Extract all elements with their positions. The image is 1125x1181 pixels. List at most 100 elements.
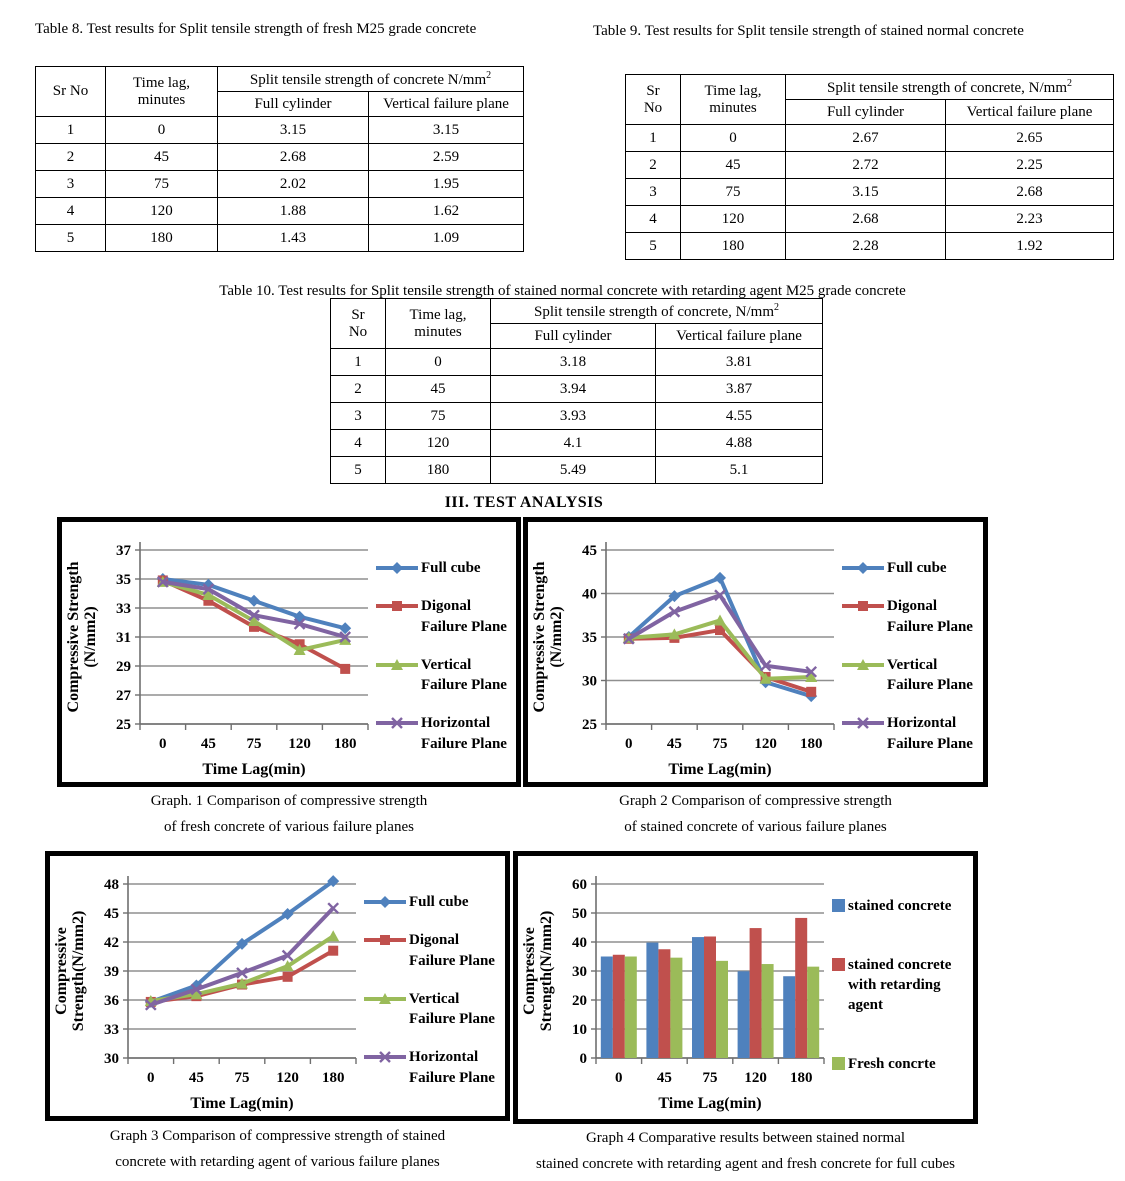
col-header-verticalplane: Vertical failure plane — [654, 323, 824, 349]
legend-item: Horizontal Failure Plane — [364, 1047, 500, 1088]
table-cell: 4 — [35, 197, 106, 225]
x-marker-icon — [668, 605, 681, 618]
legend-label: Fresh concrte — [848, 1055, 936, 1072]
col-header-fullcylinder: Full cylinder — [785, 99, 946, 125]
x-axis-title: Time Lag(min) — [190, 1095, 293, 1112]
triangle-legend-marker-icon — [842, 658, 884, 670]
x-axis-title: Time Lag(min) — [668, 761, 771, 778]
bar — [646, 942, 659, 1058]
y-tick-label: 31 — [116, 630, 131, 646]
table-row: 1 0 3.15 3.15 — [35, 116, 525, 144]
bar — [704, 936, 716, 1058]
y-tick-label: 20 — [572, 993, 587, 1009]
chart-canvas: 30 33 36 39 42 45 48 0 45 75 120 180 Time Lag(min) Co… — [53, 875, 357, 1112]
diamond-marker-icon — [281, 907, 294, 920]
chart-legend: stained concrete stained concrete with re… — [832, 896, 968, 1074]
x-marker-icon — [857, 717, 869, 730]
bar — [737, 971, 750, 1058]
y-tick-label: 0 — [580, 1051, 588, 1067]
table-cell: 3.94 — [490, 375, 656, 403]
legend-label: Digonal Failure Plane — [421, 598, 507, 635]
x-tick-label: 75 — [235, 1070, 250, 1086]
table-header-row: Sr No Time lag, minutes Split tensile st… — [330, 298, 824, 349]
y-tick-label: 10 — [572, 1022, 587, 1038]
col-header-fullcylinder: Full cylinder — [490, 323, 656, 349]
y-tick-label: 33 — [116, 601, 131, 617]
table10-caption: Table 10. Test results for Split tensile… — [219, 283, 906, 299]
chart-canvas: 0 10 20 30 40 50 60 0 45 75 120 180 Time Lag(min) Com… — [521, 876, 825, 1112]
square-marker-icon — [340, 663, 351, 674]
x-marker-icon — [293, 618, 306, 630]
y-tick-label: 48 — [104, 877, 119, 893]
table-cell: 180 — [385, 456, 491, 484]
bar — [795, 917, 808, 1058]
table-cell: 120 — [680, 205, 786, 233]
table-cell: 180 — [680, 232, 786, 260]
table-cell: 2.65 — [944, 124, 1115, 152]
group-header-sup: 2 — [486, 69, 492, 81]
square-legend-marker-icon — [842, 601, 884, 612]
square-legend-marker-icon — [832, 899, 845, 912]
y-tick-label: 30 — [572, 964, 587, 980]
table-header-row: Full cylinder Vertical failure plane — [36, 91, 525, 117]
diamond-marker-icon — [391, 562, 403, 574]
table-row: 1 0 2.67 2.65 — [625, 124, 1115, 152]
graph1-chart: 25 27 29 31 33 35 37 0 45 75 120 180 Time Lag(min) Co… — [57, 517, 521, 787]
table-row: 5 180 2.28 1.92 — [625, 232, 1115, 260]
diamond-marker-icon — [327, 875, 340, 888]
graph2-chart: 25 30 35 40 45 0 45 75 120 180 Time Lag(min) Compre… — [523, 517, 988, 787]
table-cell: 120 — [105, 197, 218, 225]
y-tick-label: 45 — [582, 543, 597, 559]
table-cell: 5 — [35, 224, 106, 252]
x-marker-icon — [805, 665, 818, 678]
legend-label: Vertical Failure Plane — [421, 656, 507, 694]
table-cell: 2 — [625, 151, 681, 179]
x-tick-label: 180 — [334, 736, 357, 752]
diamond-marker-icon — [857, 562, 869, 574]
square-marker-icon — [806, 686, 817, 697]
legend-label: Vertical Failure Plane — [409, 990, 495, 1028]
diamond-marker-icon — [339, 622, 352, 635]
y-tick-label: 29 — [116, 659, 131, 675]
graph2-caption: Graph 2 Comparison of compressive streng… — [619, 793, 892, 835]
x-marker-icon — [202, 583, 215, 595]
triangle-marker-icon — [281, 960, 294, 972]
col-header-verticalplane: Vertical failure plane — [944, 99, 1115, 125]
legend-item: Vertical Failure Plane — [364, 989, 500, 1030]
legend-item: Full cube — [842, 558, 978, 578]
table-row: 3 75 2.02 1.95 — [35, 170, 525, 198]
table-cell: 180 — [105, 224, 218, 252]
square-legend-marker-icon — [376, 601, 418, 612]
x-marker-icon — [190, 983, 203, 996]
section-heading: III. TEST ANALYSIS — [444, 494, 604, 511]
table-cell: 1.62 — [367, 197, 525, 225]
table-cell: 1 — [35, 116, 106, 144]
group-header-sup: 2 — [773, 301, 779, 313]
table-cell: 1.92 — [944, 232, 1115, 260]
table-cell: 75 — [680, 178, 786, 206]
x-tick-label: 75 — [247, 736, 262, 752]
legend-label: stained concrete — [848, 898, 952, 914]
y-tick-label: 60 — [572, 877, 587, 893]
diamond-legend-marker-icon — [364, 896, 406, 908]
table-cell: 3 — [35, 170, 106, 198]
table-row: 3 75 3.15 2.68 — [625, 178, 1115, 206]
table-cell: 4 — [625, 205, 681, 233]
triangle-marker-icon — [293, 644, 306, 656]
table-row: 5 180 5.49 5.1 — [330, 456, 824, 484]
triangle-marker-icon — [759, 672, 772, 684]
y-tick-label: 25 — [116, 717, 131, 733]
x-tick-label: 120 — [744, 1070, 767, 1086]
bar — [783, 976, 796, 1058]
square-marker-icon — [392, 601, 402, 612]
table-cell: 2.28 — [785, 232, 946, 260]
x-tick-label: 0 — [615, 1070, 623, 1086]
x-legend-marker-icon — [842, 717, 884, 730]
table-cell: 3.81 — [654, 348, 824, 376]
x-tick-label: 0 — [147, 1070, 155, 1086]
table-row: 4 120 4.1 4.88 — [330, 429, 824, 457]
table-cell: 2 — [35, 143, 106, 171]
x-marker-icon — [156, 576, 169, 588]
diamond-marker-icon — [236, 937, 248, 950]
group-header-sup: 2 — [1066, 77, 1072, 89]
